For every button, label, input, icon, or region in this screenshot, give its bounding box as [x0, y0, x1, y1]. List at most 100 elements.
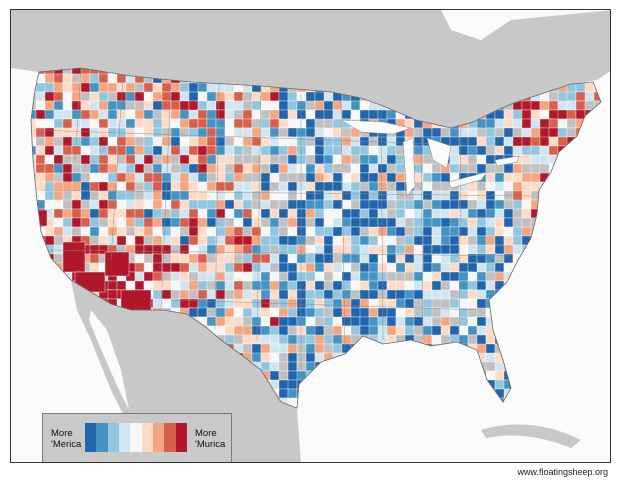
- county: [386, 199, 397, 210]
- county: [296, 343, 307, 354]
- county: [503, 325, 518, 339]
- county: [44, 289, 55, 300]
- county: [35, 181, 46, 192]
- county: [296, 199, 307, 210]
- county: [539, 307, 550, 318]
- county: [386, 361, 397, 372]
- county: [566, 91, 577, 102]
- county: [386, 370, 397, 381]
- county: [404, 208, 415, 219]
- county: [539, 235, 550, 249]
- county: [566, 136, 577, 150]
- county: [377, 352, 392, 363]
- county: [386, 388, 397, 399]
- county: [539, 397, 550, 408]
- county: [404, 379, 419, 393]
- county: [197, 82, 208, 93]
- county: [395, 199, 406, 210]
- county: [548, 136, 559, 147]
- county: [386, 397, 397, 408]
- county: [215, 154, 226, 165]
- county: [512, 127, 523, 138]
- county: [278, 190, 289, 201]
- county: [206, 118, 217, 129]
- county: [31, 208, 37, 219]
- county: [440, 244, 451, 255]
- county: [71, 397, 86, 408]
- map-canvas[interactable]: [11, 10, 611, 463]
- county: [31, 226, 37, 237]
- county: [305, 406, 316, 408]
- county: [530, 361, 541, 372]
- county: [566, 334, 581, 345]
- county: [287, 163, 298, 174]
- county: [71, 388, 82, 402]
- county: [458, 379, 473, 390]
- county: [350, 361, 361, 375]
- county: [278, 352, 289, 363]
- county: [593, 154, 601, 168]
- county: [287, 307, 298, 318]
- county: [458, 370, 473, 384]
- county: [224, 145, 235, 156]
- county: [242, 154, 253, 165]
- county: [152, 199, 163, 210]
- legend-swatch-3: [118, 423, 131, 452]
- county: [395, 316, 406, 327]
- county: [269, 91, 280, 102]
- county: [62, 325, 77, 336]
- county: [548, 388, 559, 399]
- county: [53, 307, 64, 318]
- county: [80, 379, 91, 390]
- county: [575, 217, 586, 228]
- county: [386, 217, 397, 228]
- county: [557, 154, 568, 165]
- county: [35, 289, 46, 300]
- county: [350, 154, 361, 165]
- source-credit[interactable]: www.floatingsheep.org: [517, 467, 608, 477]
- county: [593, 235, 601, 249]
- county: [224, 307, 235, 318]
- county: [188, 262, 199, 273]
- county: [422, 280, 433, 291]
- county: [603, 92, 611, 101]
- county: [413, 352, 424, 363]
- county: [404, 343, 415, 354]
- county: [260, 226, 271, 237]
- county: [296, 127, 307, 138]
- county: [422, 235, 433, 246]
- county: [98, 397, 113, 408]
- county: [35, 397, 46, 408]
- county: [359, 109, 370, 120]
- county: [98, 226, 109, 237]
- county: [593, 244, 601, 255]
- county: [530, 253, 541, 264]
- county: [503, 208, 514, 219]
- county: [512, 325, 523, 336]
- county: [44, 316, 59, 327]
- county: [386, 343, 401, 354]
- county: [107, 118, 118, 129]
- county: [413, 343, 428, 357]
- county: [260, 91, 271, 102]
- county: [269, 289, 280, 300]
- county: [53, 343, 68, 354]
- county: [305, 127, 316, 138]
- county: [548, 253, 559, 267]
- county: [476, 316, 487, 327]
- county: [287, 316, 298, 327]
- county: [44, 271, 59, 282]
- county: [368, 280, 379, 291]
- county: [305, 163, 316, 174]
- county: [359, 298, 370, 309]
- county: [566, 154, 581, 165]
- county: [512, 397, 523, 408]
- county: [152, 244, 163, 255]
- county: [233, 226, 244, 237]
- county: [548, 352, 559, 363]
- county: [575, 397, 586, 408]
- county: [98, 100, 109, 111]
- county: [233, 271, 244, 282]
- county: [53, 109, 64, 120]
- county: [377, 163, 388, 174]
